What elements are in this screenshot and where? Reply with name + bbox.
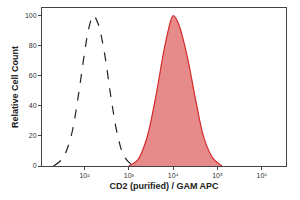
svg-text:Relative Cell Count: Relative Cell Count xyxy=(10,46,20,128)
svg-text:CD2 (purified) / GAM APC: CD2 (purified) / GAM APC xyxy=(109,181,219,191)
svg-text:10²: 10² xyxy=(79,172,90,179)
svg-text:10³: 10³ xyxy=(124,172,135,179)
svg-text:40: 40 xyxy=(29,102,37,109)
svg-text:100: 100 xyxy=(25,12,37,19)
svg-text:10⁶: 10⁶ xyxy=(257,172,268,179)
svg-text:60: 60 xyxy=(29,72,37,79)
svg-text:0: 0 xyxy=(33,162,37,169)
svg-text:10⁴: 10⁴ xyxy=(168,172,179,179)
svg-text:20: 20 xyxy=(29,132,37,139)
svg-text:80: 80 xyxy=(29,42,37,49)
svg-text:10⁵: 10⁵ xyxy=(212,172,223,179)
